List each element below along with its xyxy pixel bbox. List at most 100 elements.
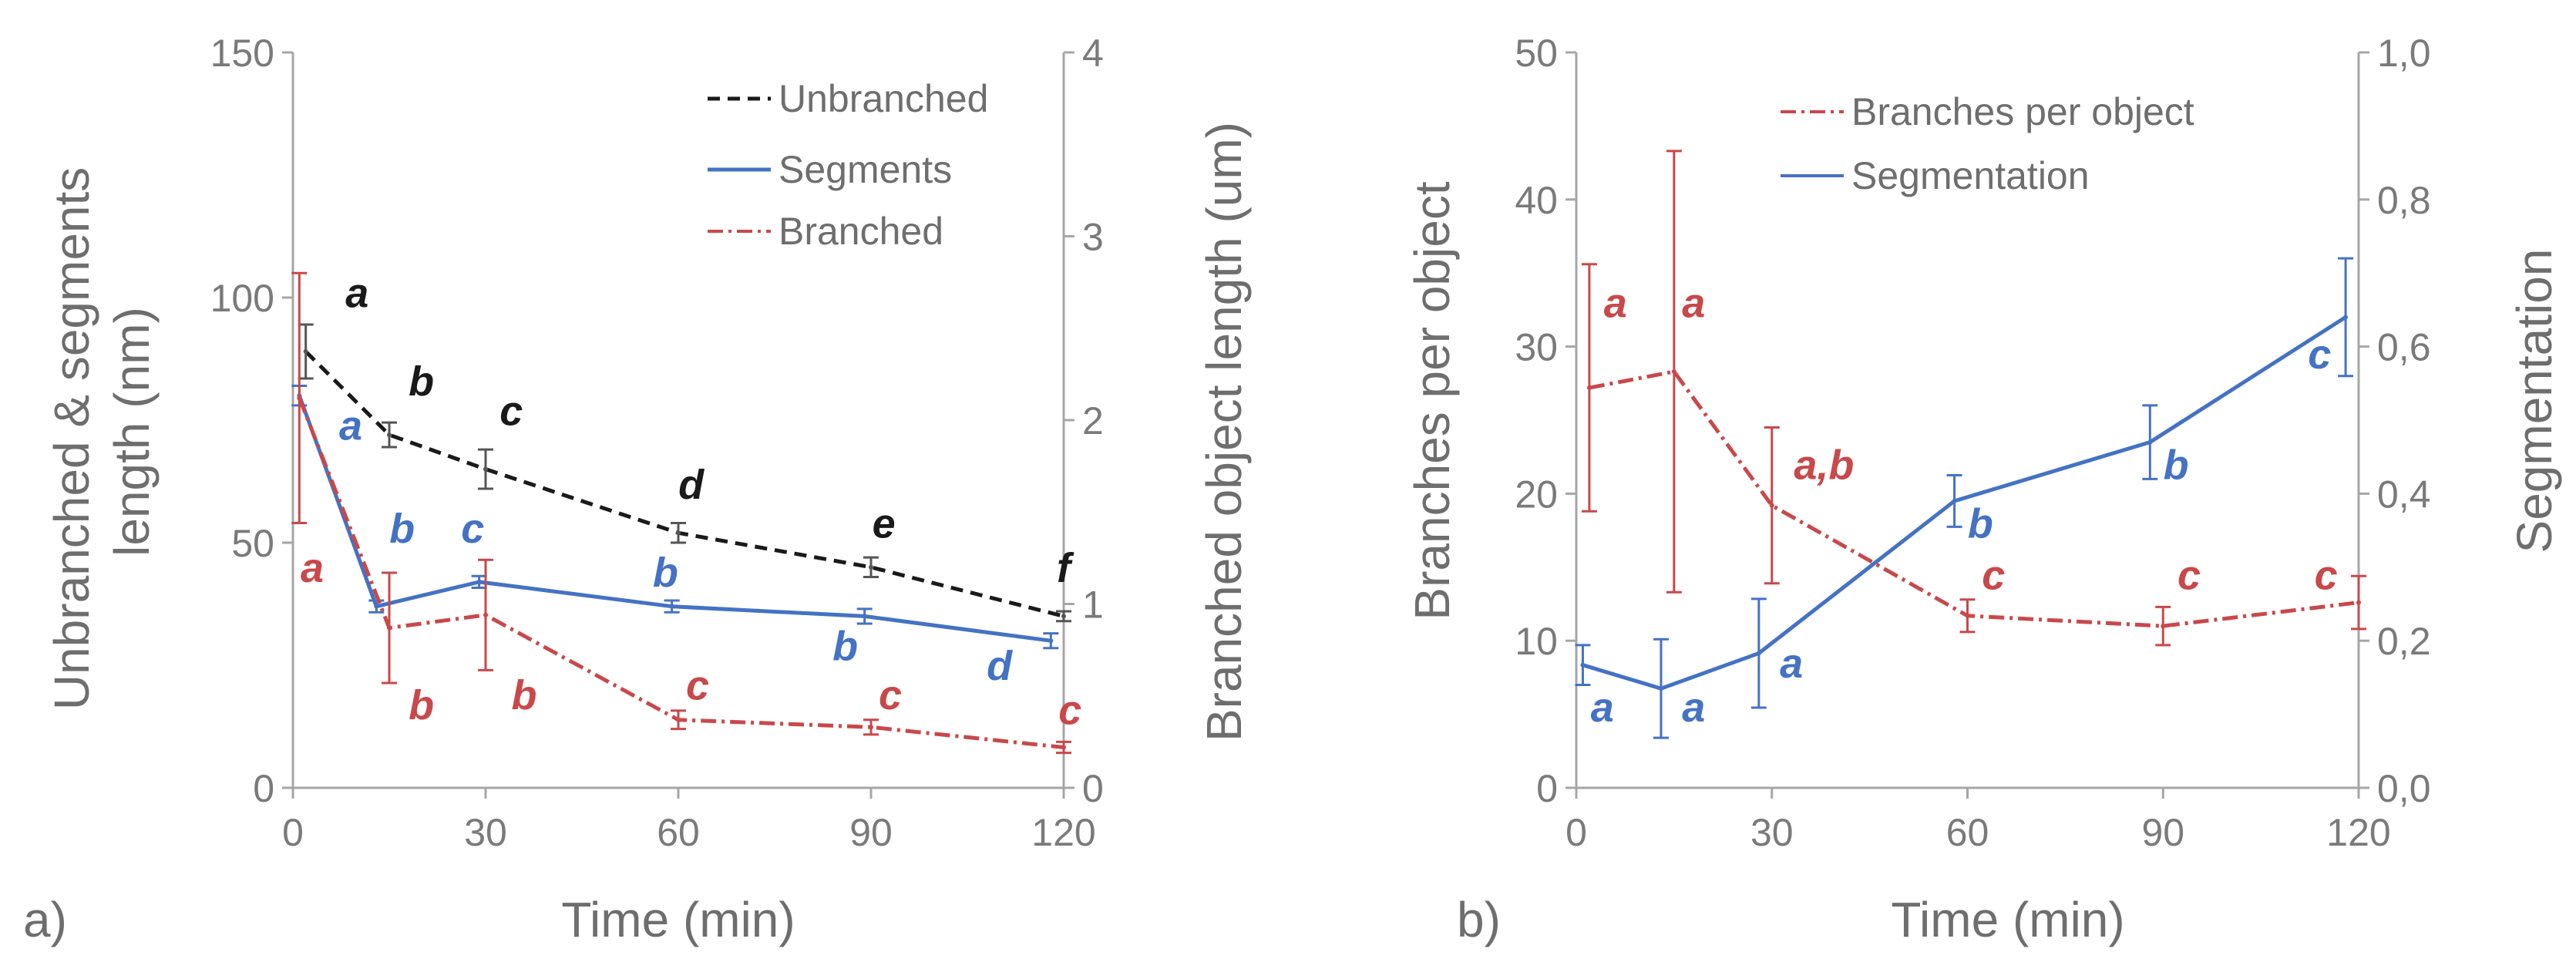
panel-b-significance-letter: a (1780, 641, 1803, 687)
panel-a-unbranched-point (1061, 614, 1066, 619)
panel-a-left-tick-label: 150 (210, 32, 274, 75)
panel-b-segmentation-point (1756, 651, 1761, 656)
panel-a-right-tick-label: 4 (1082, 32, 1104, 75)
panel-b-label: b) (1457, 892, 1501, 947)
panel-a-label: a) (23, 892, 67, 947)
panel-b-segmentation-point (1580, 662, 1586, 668)
panel-a-left-axis-title-line1: Unbranched & segments (44, 167, 99, 710)
panel-a-significance-letter: d (987, 643, 1013, 689)
panel-b-series-branches-per-object-line (1589, 369, 2359, 628)
panel-a-significance-letter: b (389, 506, 415, 552)
panel-b-significance-letter: a (1604, 280, 1627, 326)
panel-a-left-tick-label: 0 (253, 767, 274, 810)
legend-label-unbranched: Unbranched (779, 77, 988, 120)
panel-b-right-tick-label: 0,6 (2377, 326, 2431, 369)
panel-a-series-branched-line (298, 397, 1064, 750)
panel-b-left-tick-label: 50 (1515, 32, 1558, 75)
panel-b-legend: Branches per object Segmentation (1781, 90, 2194, 197)
panel-b-significance-letter: a (1682, 280, 1705, 326)
panel-b-axes: 0 10 20 30 40 50 0,0 0,2 0,4 0,6 0,8 1,0 0 30 60 90 120 (1515, 32, 2430, 854)
panel-a-significance-letter: f (1057, 545, 1074, 591)
panel-b-x-tick-label: 120 (2326, 811, 2390, 854)
panel-b-branches-per-object-point (1965, 613, 1970, 618)
panel-b-significance-letter: b (1968, 501, 1993, 547)
panel-a-branched-point (297, 395, 302, 401)
panel-a-x-tick-label: 90 (849, 811, 893, 854)
panel-a-x-tick-label: 0 (282, 811, 304, 854)
panel-a-significance-letter: c (879, 672, 902, 718)
panel-a-significance-letter: c (461, 506, 484, 552)
panel-a-significance-letter: b (832, 624, 858, 670)
panel-a-branched-point (483, 612, 488, 617)
panel-b-left-tick-label: 0 (1536, 767, 1558, 810)
panel-a-left-axis-title-line2: length (nm) (104, 307, 160, 557)
panel-a-significance-letter: c (1058, 687, 1081, 733)
panel-b-right-tick-label: 0,4 (2377, 473, 2431, 516)
panel-a-branched-point (387, 625, 392, 631)
panel-a-right-tick-label: 3 (1082, 216, 1104, 259)
panel-a-unbranched-point (387, 432, 392, 438)
panel-b-x-tick-label: 30 (1750, 811, 1794, 854)
panel-b-significance-letter: b (2164, 442, 2189, 488)
panel-b-significance-letter: a (1591, 685, 1614, 731)
panel-a-legend: Unbranched Segments Branched (708, 77, 988, 253)
panel-b-segmentation-point (2147, 439, 2153, 445)
legend-label-segmentation: Segmentation (1851, 154, 2090, 197)
panel-b-x-tick-label: 60 (1946, 811, 1989, 854)
panel-b-left-tick-label: 40 (1515, 179, 1558, 222)
panel-a-branched-point (869, 725, 873, 730)
panel-b-x-tick-label: 90 (2141, 811, 2184, 854)
panel-a-segments-point (476, 579, 482, 584)
panel-b-left-tick-label: 30 (1515, 326, 1558, 369)
panel-a-left-tick-label: 50 (231, 522, 274, 565)
panel-a-right-tick-label: 2 (1082, 399, 1104, 442)
panel-b-segmentation-point (1658, 686, 1663, 691)
panel-a-segments-point (669, 604, 674, 609)
panel-b-left-tick-label: 10 (1515, 620, 1558, 663)
panel-a-significance-letter: a (339, 402, 362, 449)
panel-b-left-axis-title: Branches per object (1404, 181, 1460, 620)
panel-b-significance-letter: c (1982, 552, 2005, 598)
panel-b-branches-per-object-point (1671, 369, 1676, 375)
panel-b-right-axis-title: Segmentation (2507, 249, 2562, 553)
panel-b-branches-per-object-point (2161, 624, 2166, 629)
panel-a-unbranched-point (303, 348, 308, 354)
panel-a-right-tick-label: 1 (1082, 584, 1104, 627)
panel-a-unbranched-point (869, 564, 873, 570)
panel-a-segments-point (862, 614, 867, 619)
panel-a-significance-letter: e (873, 501, 896, 547)
panel-a-branched-point (1061, 745, 1066, 750)
legend-label-segments: Segments (779, 148, 952, 191)
panel-b-significance-letter: c (2315, 552, 2338, 598)
panel-b-segmentation-point (1952, 498, 1957, 503)
panel-b-significance-letter: a,b (1794, 442, 1854, 488)
panel-a-unbranched-point (483, 466, 488, 472)
panel-b-significance-letter: c (2177, 552, 2201, 598)
panel-b-series-segmentation-line (1582, 315, 2347, 691)
panel-a-right-tick-label: 0 (1082, 767, 1104, 810)
panel-a-x-tick-label: 60 (657, 811, 700, 854)
panel-b-branches-per-object-point (2356, 600, 2361, 605)
panel-b-x-axis-title: Time (min) (1891, 892, 2124, 947)
panel-a-series-unbranched-line (304, 350, 1064, 618)
panel-a-branched-point (676, 717, 681, 722)
panel-b-right-tick-label: 0,8 (2377, 179, 2431, 222)
legend-label-branched: Branched (779, 210, 943, 253)
panel-a-x-tick-label: 30 (464, 811, 507, 854)
panel-a-significance-letter: b (512, 672, 537, 718)
panel-a-axes: 0 50 100 150 0 1 2 3 4 0 30 60 90 120 (210, 32, 1104, 854)
panel-a-significance-letter: c (686, 663, 709, 709)
panel-b-left-tick-label: 20 (1515, 473, 1558, 516)
legend-label-branches-per-object: Branches per object (1851, 90, 2194, 133)
panel-b-right-tick-label: 0,2 (2377, 620, 2431, 663)
panel-a-significance-letter: b (409, 358, 434, 405)
panel-a-x-tick-label: 120 (1031, 811, 1095, 854)
panel-a-significance-letter: b (409, 682, 434, 728)
panel-a-segments-point (1048, 638, 1054, 644)
panel-b-branches-per-object-point (1586, 385, 1592, 391)
panel-a-significance-letter: a (345, 271, 368, 317)
